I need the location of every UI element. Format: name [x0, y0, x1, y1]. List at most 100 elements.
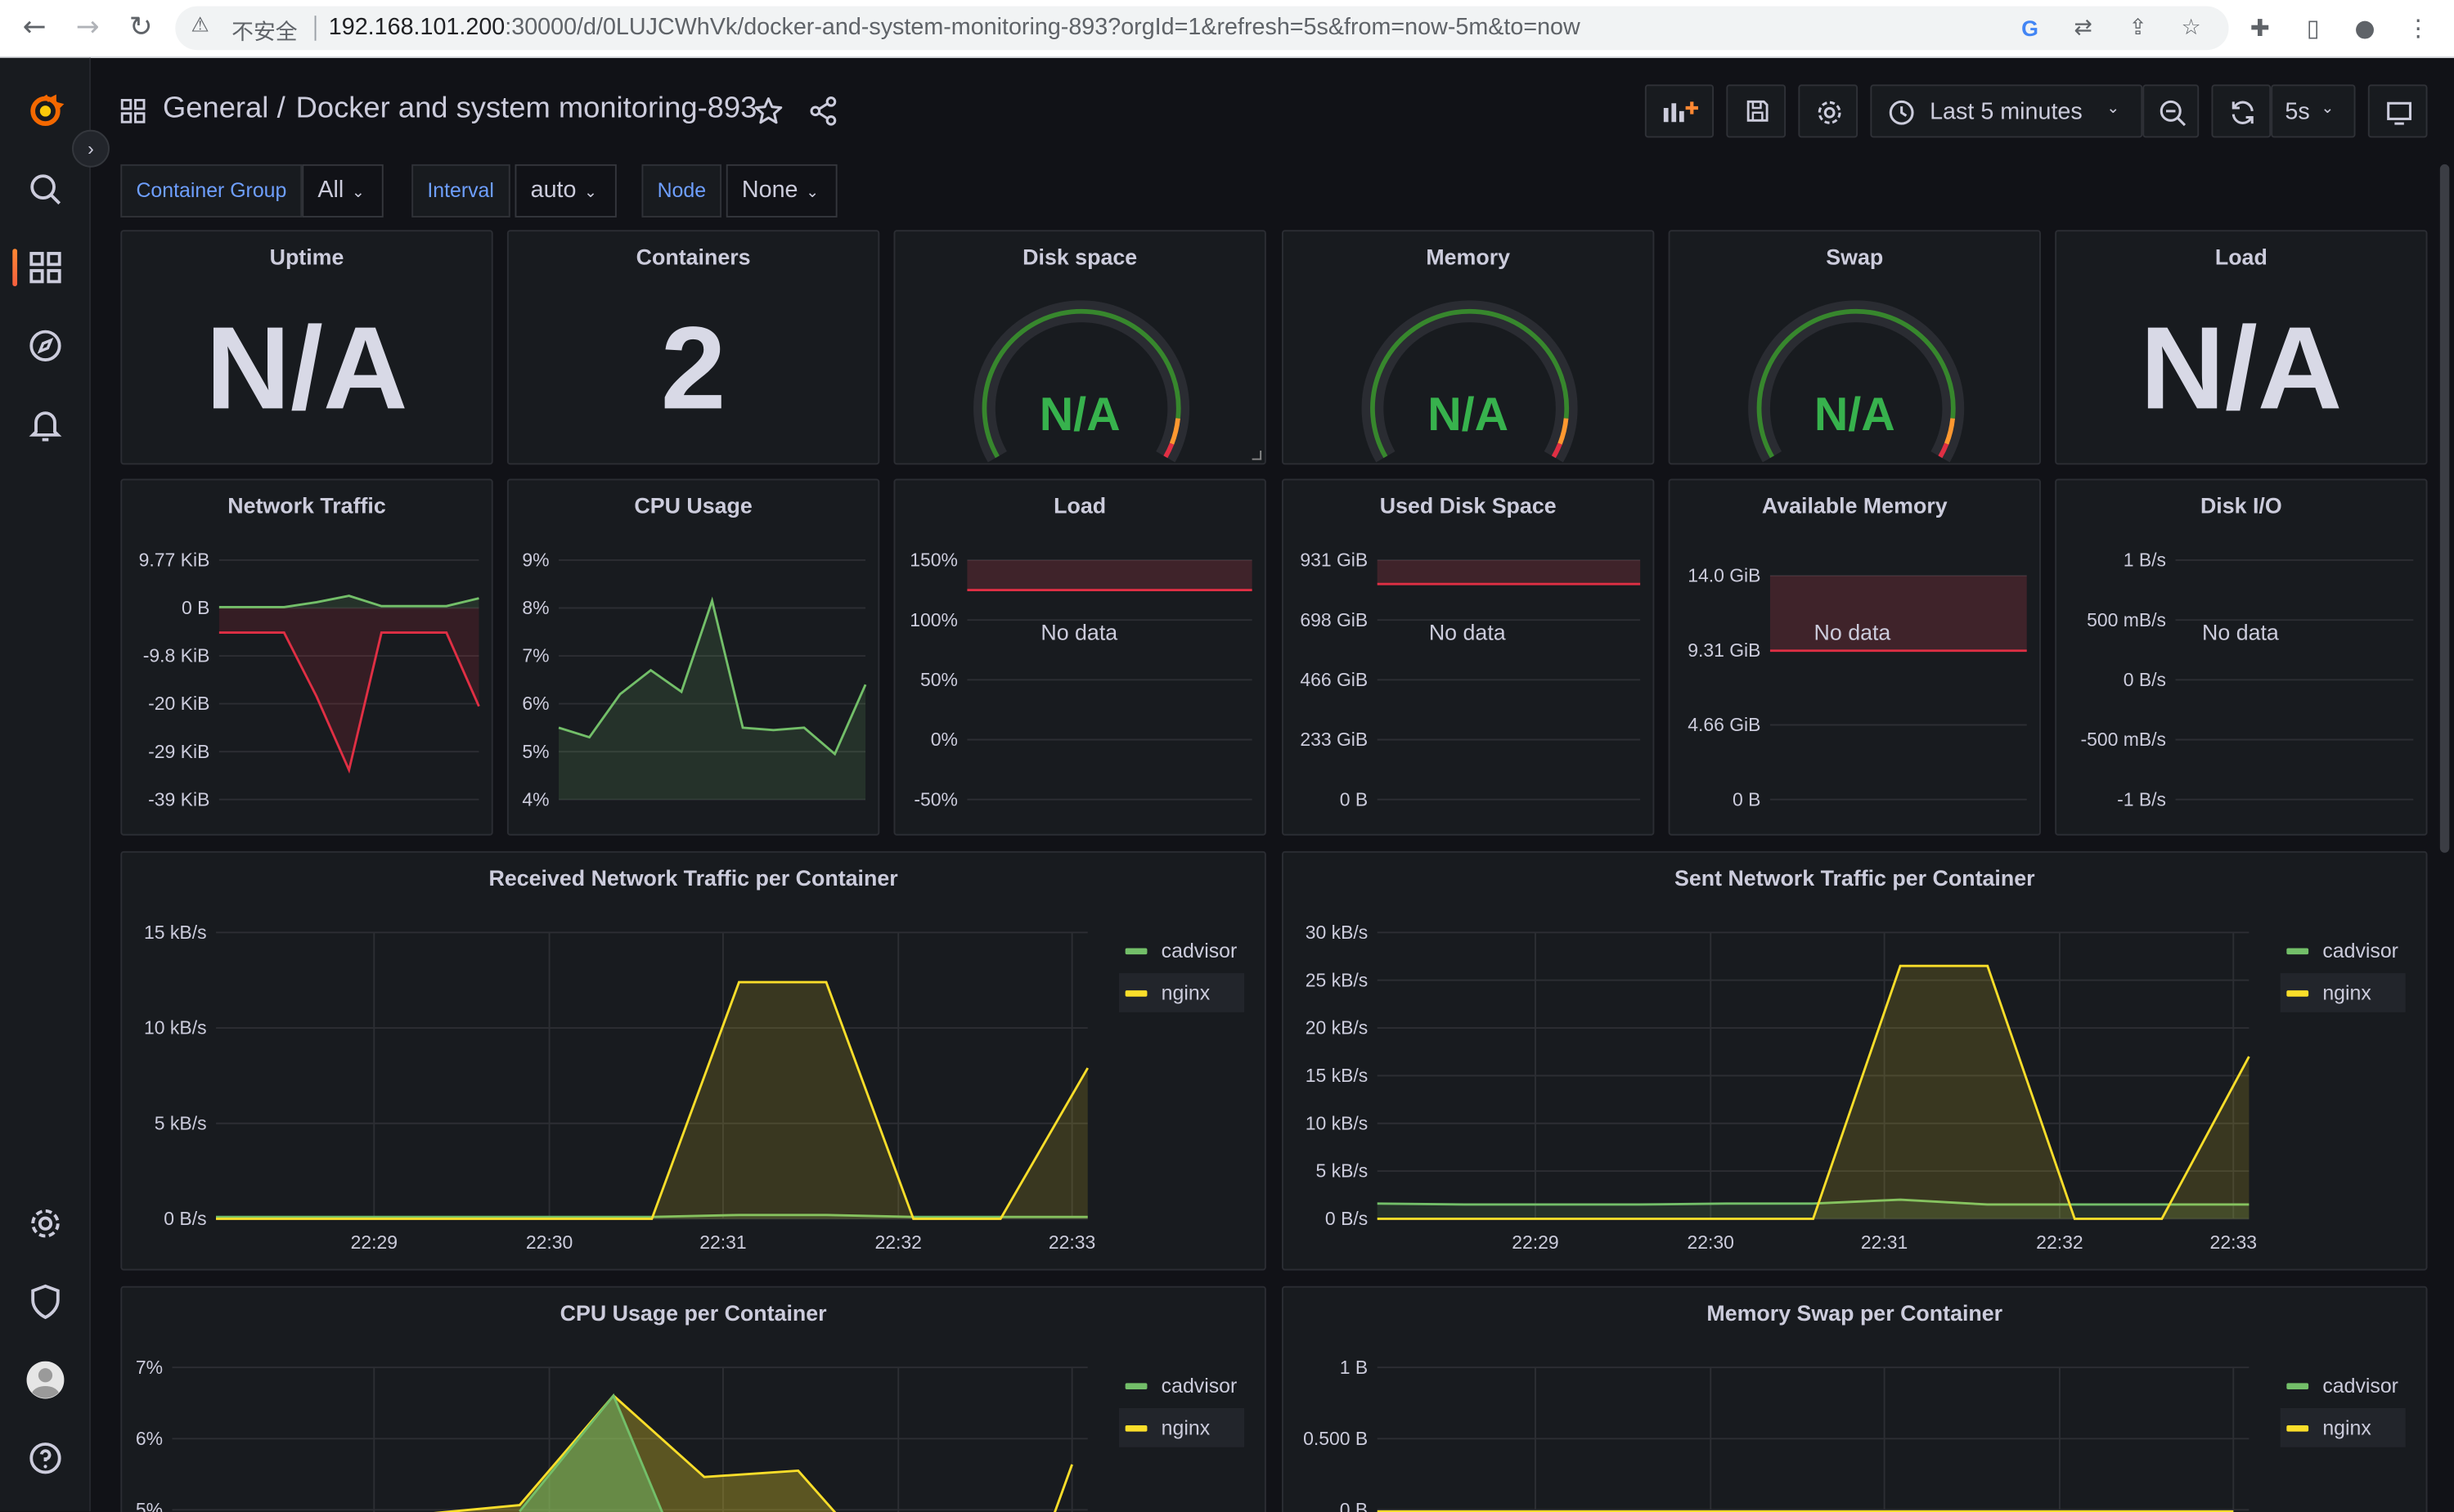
back-icon[interactable]: ←	[22, 11, 47, 44]
y-tick-label: 1 B	[1340, 1357, 1368, 1378]
resize-handle-icon[interactable]	[1252, 451, 1262, 460]
legend-item-nginx[interactable]: nginx	[2280, 973, 2406, 1012]
y-tick-label: 14.0 GiB	[1688, 565, 1760, 586]
dashboard-settings-button[interactable]	[1798, 84, 1858, 138]
y-tick-label: -39 KiB	[148, 788, 209, 810]
x-tick-label: 22:33	[2210, 1232, 2257, 1253]
insecure-label[interactable]: 不安全	[231, 18, 298, 44]
panel-sent-network-traffic[interactable]: Sent Network Traffic per Container 30 kB…	[1281, 850, 2428, 1271]
panel-load-stat[interactable]: Load N/A	[2055, 230, 2428, 465]
refresh-button[interactable]	[2211, 84, 2272, 138]
save-dashboard-button[interactable]	[1726, 84, 1787, 138]
panel-disk-io[interactable]: Disk I/O 1 B/s 500 mB/s 0 B/s -500 mB/s -1 B…	[2055, 478, 2428, 836]
panel-uptime[interactable]: Uptime N/A	[120, 230, 493, 465]
sidebar-expand-chevron-icon[interactable]: ›	[72, 129, 110, 168]
panel-swap[interactable]: Swap N/A	[1668, 230, 2041, 465]
add-panel-button[interactable]	[1644, 84, 1715, 138]
panel-available-memory[interactable]: Available Memory 14.0 GiB 9.31 GiB 4.66 Gi…	[1668, 478, 2041, 836]
zoom-out-button[interactable]	[2142, 84, 2200, 138]
google-icon[interactable]: G	[2021, 16, 2038, 41]
legend-item-nginx[interactable]: nginx	[1119, 973, 1245, 1012]
panel-title: CPU Usage	[634, 492, 753, 518]
panel-title: Memory Swap per Container	[1706, 1299, 2003, 1326]
legend-label: nginx	[2322, 1416, 2371, 1440]
legend-item-nginx[interactable]: nginx	[2280, 1407, 2406, 1447]
breadcrumb-folder[interactable]: General	[162, 92, 269, 126]
help-icon[interactable]	[27, 1439, 65, 1477]
no-data-label: No data	[1814, 619, 1891, 645]
time-range-picker[interactable]: Last 5 minutes ⌄	[1870, 84, 2143, 138]
panel-disk-space[interactable]: Disk space N/A	[893, 230, 1266, 465]
explore-compass-icon[interactable]	[27, 327, 65, 365]
y-tick-label: 15 kB/s	[1306, 1065, 1369, 1086]
variable-select-container-group[interactable]: All ⌄	[302, 164, 384, 218]
browser-menu-icon[interactable]: ⋮	[2406, 14, 2430, 43]
y-tick-label: 5 kB/s	[1315, 1160, 1368, 1182]
chart-cpu-usage-per-container: 7% 6% 5%	[136, 1357, 1088, 1512]
y-tick-label: 0 B/s	[164, 1208, 206, 1229]
favorite-star-icon[interactable]	[753, 96, 784, 127]
bookmark-star-icon[interactable]: ☆	[2181, 16, 2201, 41]
chevron-down-icon: ⌄	[2106, 100, 2120, 118]
panel-network-traffic[interactable]: Network Traffic 9.77 KiB 0 B -9.8 KiB -20 K…	[120, 478, 493, 836]
translate-icon[interactable]: ⇄	[2074, 16, 2092, 41]
y-tick-label: -20 KiB	[148, 693, 209, 714]
panel-cpu-usage[interactable]: CPU Usage 9% 8% 7% 6% 5% 4%	[506, 478, 880, 836]
legend-item-cadvisor[interactable]: cadvisor	[1119, 931, 1244, 970]
panel-memory[interactable]: Memory N/A	[1281, 230, 1655, 465]
panel-cpu-usage-per-container[interactable]: CPU Usage per Container 7% 6% 5% cadvisor …	[120, 1285, 1266, 1512]
legend-item-cadvisor[interactable]: cadvisor	[2281, 931, 2406, 970]
gauge-threshold-red	[1551, 442, 1562, 459]
variable-select-node[interactable]: None ⌄	[726, 164, 838, 218]
server-admin-shield-icon[interactable]	[27, 1283, 65, 1321]
panel-title: Disk space	[1022, 244, 1138, 270]
user-avatar[interactable]	[26, 1361, 65, 1399]
page-scrollbar[interactable]	[2439, 164, 2450, 853]
y-tick-label: 6%	[522, 693, 549, 714]
legend-item-nginx[interactable]: nginx	[1119, 1407, 1245, 1447]
legend-swatch	[1125, 990, 1148, 997]
reload-icon[interactable]: ↻	[128, 11, 153, 44]
legend-item-cadvisor[interactable]: cadvisor	[1119, 1366, 1244, 1405]
configuration-gear-icon[interactable]	[27, 1205, 65, 1242]
share-dashboard-icon[interactable]	[807, 96, 838, 127]
legend-swatch	[1125, 1383, 1148, 1390]
address-bar[interactable]: ⚠ 不安全 192.168.101.200:30000/d/0LUJCWhVk/…	[175, 6, 2229, 51]
extensions-icon[interactable]: ✚	[2250, 14, 2270, 43]
forward-icon[interactable]: →	[75, 11, 100, 44]
dashboard-title[interactable]: Docker and system monitoring-893	[295, 92, 757, 126]
panel-title: Available Memory	[1761, 492, 1948, 518]
variable-select-interval[interactable]: auto ⌄	[515, 164, 617, 218]
panel-containers[interactable]: Containers 2	[506, 230, 880, 465]
panel-used-disk-space[interactable]: Used Disk Space 931 GiB 698 GiB 466 GiB 233…	[1281, 478, 1655, 836]
legend-label: cadvisor	[1161, 1373, 1238, 1398]
panel-received-network-traffic[interactable]: Received Network Traffic per Container 1…	[120, 850, 1266, 1271]
search-icon[interactable]	[27, 171, 65, 209]
y-tick-label: -1 B/s	[2117, 788, 2166, 810]
grafana-logo-icon[interactable]	[27, 92, 65, 130]
tv-mode-button[interactable]	[2367, 84, 2428, 138]
time-range-label: Last 5 minutes	[1930, 98, 2083, 126]
panel-title: CPU Usage per Container	[560, 1299, 827, 1326]
panel-load[interactable]: Load 150% 100% 50% 0% -50% No data	[893, 478, 1266, 836]
share-page-icon[interactable]: ⇪	[2128, 16, 2147, 41]
legend-swatch	[1125, 948, 1148, 955]
x-tick-label: 22:30	[1688, 1232, 1734, 1253]
gauge-disk-space	[973, 300, 1190, 463]
profile-icon[interactable]: ●	[2354, 14, 2375, 43]
x-tick-label: 22:32	[2036, 1232, 2083, 1253]
refresh-interval-picker[interactable]: 5s ⌄	[2271, 84, 2356, 138]
url-text[interactable]: 192.168.101.200:30000/d/0LUJCWhVk/docker…	[329, 14, 1580, 41]
dashboards-icon[interactable]	[27, 249, 65, 286]
series-line-line	[558, 596, 867, 756]
alerting-bell-icon[interactable]	[27, 406, 65, 443]
chart-disk-io: 1 B/s 500 mB/s 0 B/s -500 mB/s -1 B/s	[2080, 550, 2414, 810]
legend-item-cadvisor[interactable]: cadvisor	[2281, 1366, 2406, 1405]
y-tick-label: 150%	[910, 550, 958, 571]
no-data-label: No data	[1428, 619, 1506, 645]
y-tick-label: 6%	[136, 1428, 163, 1449]
gauge-threshold-green	[1756, 308, 1956, 459]
side-panel-icon[interactable]: ▯	[2306, 14, 2320, 43]
chart-memory-swap-per-container: 1 B 0.500 B 0 B	[1303, 1357, 2250, 1512]
